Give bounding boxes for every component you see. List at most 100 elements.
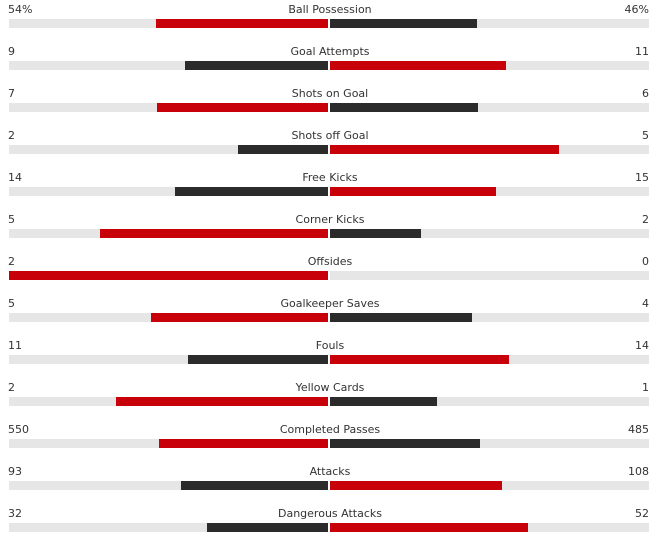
stat-bar-track bbox=[9, 19, 649, 28]
stat-row-goal-attempts: 9 Goal Attempts 11 bbox=[0, 42, 660, 84]
home-bar bbox=[159, 439, 329, 448]
away-bar bbox=[330, 19, 477, 28]
center-divider bbox=[328, 481, 330, 490]
center-divider bbox=[328, 397, 330, 406]
home-value: 54% bbox=[8, 3, 33, 16]
away-bar bbox=[330, 103, 478, 112]
away-value: 15 bbox=[635, 171, 649, 184]
center-divider bbox=[328, 145, 330, 154]
home-value: 2 bbox=[8, 255, 15, 268]
home-value: 550 bbox=[8, 423, 29, 436]
stat-row-corner-kicks: 5 Corner Kicks 2 bbox=[0, 210, 660, 252]
center-divider bbox=[328, 187, 330, 196]
stat-row-fouls: 11 Fouls 14 bbox=[0, 336, 660, 378]
home-bar bbox=[238, 145, 329, 154]
stat-bar-track bbox=[9, 439, 649, 448]
home-value: 7 bbox=[8, 87, 15, 100]
away-value: 2 bbox=[642, 213, 649, 226]
stat-row-dangerous-attacks: 32 Dangerous Attacks 52 bbox=[0, 504, 660, 546]
stat-bar-track bbox=[9, 355, 649, 364]
away-value: 0 bbox=[642, 255, 649, 268]
away-value: 11 bbox=[635, 45, 649, 58]
away-value: 485 bbox=[628, 423, 649, 436]
stat-row-yellow-cards: 2 Yellow Cards 1 bbox=[0, 378, 660, 420]
away-bar bbox=[330, 229, 421, 238]
home-bar bbox=[185, 61, 329, 70]
stat-label: Fouls bbox=[315, 339, 345, 352]
stat-row-goalkeeper-saves: 5 Goalkeeper Saves 4 bbox=[0, 294, 660, 336]
away-bar bbox=[330, 313, 472, 322]
away-bar bbox=[330, 439, 480, 448]
away-bar bbox=[330, 523, 528, 532]
home-bar bbox=[9, 271, 329, 280]
home-value: 14 bbox=[8, 171, 22, 184]
stat-label: Goal Attempts bbox=[290, 45, 370, 58]
home-value: 2 bbox=[8, 129, 15, 142]
stat-bar-track bbox=[9, 145, 649, 154]
home-bar bbox=[157, 103, 329, 112]
stat-bar-track bbox=[9, 271, 649, 280]
away-value: 4 bbox=[642, 297, 649, 310]
home-value: 32 bbox=[8, 507, 22, 520]
center-divider bbox=[328, 103, 330, 112]
stat-row-free-kicks: 14 Free Kicks 15 bbox=[0, 168, 660, 210]
stat-row-ball-possession: 54% Ball Possession 46% bbox=[0, 0, 660, 42]
home-bar bbox=[116, 397, 329, 406]
stat-bar-track bbox=[9, 103, 649, 112]
away-bar bbox=[330, 187, 496, 196]
stat-label: Corner Kicks bbox=[295, 213, 365, 226]
home-bar bbox=[207, 523, 329, 532]
home-bar bbox=[188, 355, 329, 364]
center-divider bbox=[328, 523, 330, 532]
stat-label: Attacks bbox=[309, 465, 351, 478]
stat-label: Completed Passes bbox=[279, 423, 381, 436]
away-value: 5 bbox=[642, 129, 649, 142]
stat-row-shots-on-goal: 7 Shots on Goal 6 bbox=[0, 84, 660, 126]
home-value: 5 bbox=[8, 213, 15, 226]
stat-bar-track bbox=[9, 313, 649, 322]
center-divider bbox=[328, 313, 330, 322]
stat-label: Ball Possession bbox=[288, 3, 372, 16]
stat-label: Offsides bbox=[307, 255, 353, 268]
home-value: 93 bbox=[8, 465, 22, 478]
center-divider bbox=[328, 271, 330, 280]
stat-label: Free Kicks bbox=[302, 171, 358, 184]
center-divider bbox=[328, 229, 330, 238]
stat-bar-track bbox=[9, 61, 649, 70]
home-bar bbox=[175, 187, 329, 196]
center-divider bbox=[328, 19, 330, 28]
home-bar bbox=[156, 19, 329, 28]
home-value: 5 bbox=[8, 297, 15, 310]
home-value: 9 bbox=[8, 45, 15, 58]
away-value: 108 bbox=[628, 465, 649, 478]
center-divider bbox=[328, 61, 330, 70]
away-value: 14 bbox=[635, 339, 649, 352]
stat-row-attacks: 93 Attacks 108 bbox=[0, 462, 660, 504]
home-bar bbox=[100, 229, 329, 238]
home-bar bbox=[151, 313, 329, 322]
away-value: 52 bbox=[635, 507, 649, 520]
home-value: 2 bbox=[8, 381, 15, 394]
home-bar bbox=[181, 481, 329, 490]
stat-bar-track bbox=[9, 229, 649, 238]
stat-label: Shots off Goal bbox=[291, 129, 369, 142]
stat-label: Dangerous Attacks bbox=[278, 507, 382, 520]
away-bar bbox=[330, 355, 509, 364]
stat-row-shots-off-goal: 2 Shots off Goal 5 bbox=[0, 126, 660, 168]
stat-bar-track bbox=[9, 397, 649, 406]
away-bar bbox=[330, 397, 437, 406]
away-value: 46% bbox=[624, 3, 649, 16]
away-bar bbox=[330, 61, 506, 70]
away-bar bbox=[330, 145, 559, 154]
stat-bar-track bbox=[9, 523, 649, 532]
center-divider bbox=[328, 355, 330, 364]
away-value: 1 bbox=[642, 381, 649, 394]
center-divider bbox=[328, 439, 330, 448]
stat-label: Yellow Cards bbox=[295, 381, 365, 394]
stat-row-offsides: 2 Offsides 0 bbox=[0, 252, 660, 294]
stat-bar-track bbox=[9, 481, 649, 490]
away-value: 6 bbox=[642, 87, 649, 100]
away-bar bbox=[330, 481, 502, 490]
stat-label: Shots on Goal bbox=[291, 87, 369, 100]
